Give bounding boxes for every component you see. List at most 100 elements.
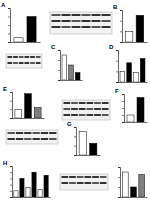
y-tick-mark (122, 101, 124, 102)
blot-band (102, 108, 109, 110)
y-axis (10, 167, 13, 198)
x-axis-line (13, 197, 51, 198)
x-axis-line (61, 80, 83, 81)
bar (20, 178, 24, 197)
blot-band (69, 176, 76, 178)
bar (122, 172, 128, 197)
bar-chart: F (115, 88, 148, 123)
y-tick (116, 61, 118, 62)
blot-band (71, 114, 78, 116)
blot-band (79, 102, 86, 104)
blot-band (24, 138, 31, 140)
y-tick-mark (120, 10, 122, 11)
y-tick (8, 25, 10, 26)
y-tick (74, 146, 76, 147)
y-tick-mark (58, 60, 60, 61)
y-tick-mark (118, 197, 120, 198)
y-tick (122, 115, 124, 116)
y-tick (10, 191, 12, 192)
blot-band (85, 176, 92, 178)
blot-band (87, 108, 94, 110)
y-tick (122, 94, 124, 95)
panel-label: A (1, 2, 6, 8)
y-tick (118, 177, 120, 178)
y-axis (58, 51, 61, 81)
bar (137, 98, 144, 123)
blot-band (16, 138, 23, 140)
bar-chart (118, 168, 148, 198)
y-tick (120, 10, 122, 11)
blot-band (102, 20, 111, 22)
blot-band (52, 20, 61, 22)
blot-band (41, 138, 48, 140)
y-tick-mark (116, 50, 118, 51)
y-tick-mark (120, 31, 122, 32)
figure: ABCDEFGH (0, 0, 150, 202)
x-axis-line (125, 122, 148, 123)
bar (134, 72, 139, 82)
y-tick (116, 50, 118, 51)
blot-band (64, 108, 71, 110)
y-tick-mark (10, 185, 12, 186)
y-axis (74, 128, 77, 156)
y-tick (10, 197, 12, 198)
bar (38, 190, 42, 197)
y-axis (10, 93, 13, 119)
y-tick-mark (8, 34, 10, 35)
y-tick-mark (116, 82, 118, 83)
blot-band (24, 132, 31, 134)
y-tick (8, 34, 10, 35)
y-axis (116, 51, 119, 83)
x-axis-line (121, 197, 148, 198)
x-axis-line (13, 118, 45, 119)
bars (14, 172, 48, 197)
blot-band (72, 14, 81, 16)
blot-band (71, 108, 78, 110)
blot-frame (50, 12, 112, 34)
y-tick (122, 101, 124, 102)
y-tick (120, 42, 122, 43)
y-tick (74, 155, 76, 156)
blot-band (92, 182, 99, 184)
panel-label: C (51, 44, 56, 50)
blot-band (72, 20, 81, 22)
y-tick (120, 31, 122, 32)
x-axis-line (123, 42, 148, 43)
blot-band (71, 102, 78, 104)
bars (122, 172, 144, 197)
y-tick (8, 42, 10, 43)
bar-chart: E (3, 86, 45, 119)
y-tick-mark (116, 61, 118, 62)
bar (25, 94, 32, 118)
bar (14, 191, 18, 197)
blot-band (62, 20, 71, 22)
bars (127, 98, 144, 123)
y-tick (116, 71, 118, 72)
y-tick (10, 185, 12, 186)
y-tick-mark (118, 187, 120, 188)
blot-band (13, 56, 18, 58)
blot-band (8, 56, 13, 58)
y-tick-mark (74, 136, 76, 137)
y-tick-mark (120, 21, 122, 22)
panel-label: B (113, 4, 118, 10)
y-tick-mark (10, 191, 12, 192)
blot-band (69, 182, 76, 184)
blot-band (79, 114, 86, 116)
blot-band (72, 26, 81, 28)
y-tick (116, 82, 118, 83)
blot-band (102, 14, 111, 16)
y-tick (58, 60, 60, 61)
bar (131, 187, 137, 197)
y-axis-line (118, 168, 121, 198)
blot-band (64, 102, 71, 104)
bars (125, 15, 143, 42)
y-tick-mark (118, 167, 120, 168)
blot-band (8, 132, 15, 134)
y-tick (58, 80, 60, 81)
blot-band (49, 138, 56, 140)
blot (62, 100, 110, 120)
y-tick-mark (120, 42, 122, 43)
blot-band (25, 56, 30, 58)
blot (60, 174, 108, 190)
